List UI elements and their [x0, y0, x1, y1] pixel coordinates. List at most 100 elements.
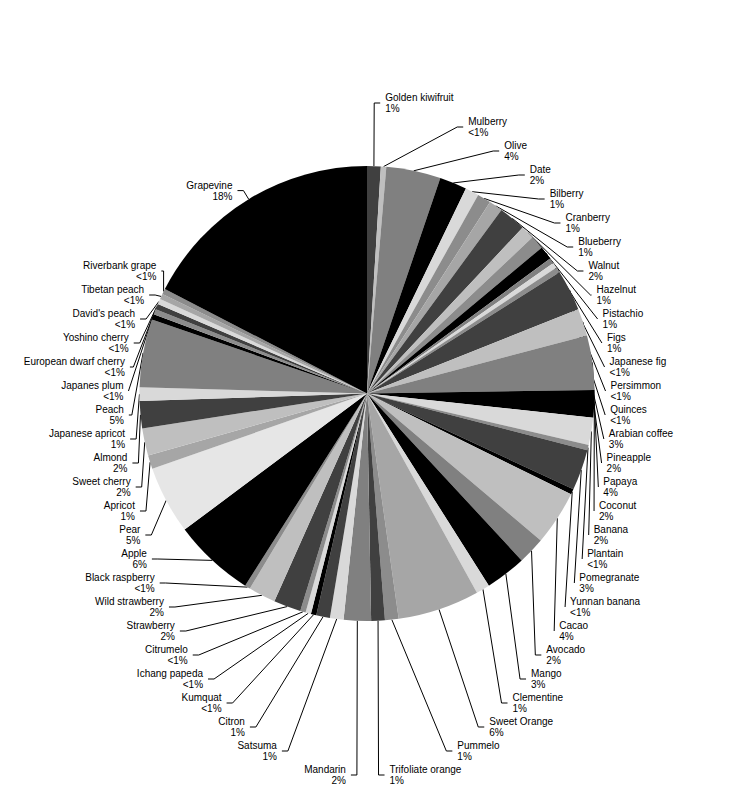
svg-text:1%: 1% — [230, 727, 245, 738]
svg-text:1%: 1% — [513, 703, 528, 714]
svg-text:1%: 1% — [390, 775, 405, 786]
svg-text:Clementine: Clementine — [513, 692, 564, 703]
svg-text:Black raspberry: Black raspberry — [85, 572, 154, 583]
svg-text:<1%: <1% — [108, 343, 128, 354]
svg-text:Arabian coffee: Arabian coffee — [609, 428, 674, 439]
svg-text:Grapevine: Grapevine — [186, 180, 233, 191]
svg-text:Figs: Figs — [607, 332, 626, 343]
svg-text:1%: 1% — [565, 223, 580, 234]
svg-text:1%: 1% — [385, 103, 400, 114]
svg-text:<1%: <1% — [124, 295, 144, 306]
svg-text:<1%: <1% — [136, 271, 156, 282]
svg-text:<1%: <1% — [103, 391, 123, 402]
svg-text:Date: Date — [530, 164, 552, 175]
svg-text:David's peach: David's peach — [73, 308, 136, 319]
svg-text:Japanes plum: Japanes plum — [61, 380, 123, 391]
svg-text:<1%: <1% — [610, 415, 630, 426]
svg-text:Walnut: Walnut — [588, 260, 619, 271]
svg-text:Persimmon: Persimmon — [611, 380, 662, 391]
svg-text:Olive: Olive — [504, 140, 527, 151]
svg-text:1%: 1% — [457, 751, 472, 762]
svg-text:2%: 2% — [594, 535, 609, 546]
svg-text:2%: 2% — [599, 511, 614, 522]
svg-text:Mulberry: Mulberry — [468, 116, 507, 127]
svg-text:Coconut: Coconut — [599, 500, 636, 511]
svg-text:Avocado: Avocado — [546, 644, 585, 655]
svg-text:Bilberry: Bilberry — [550, 188, 584, 199]
svg-text:2%: 2% — [113, 463, 128, 474]
svg-text:2%: 2% — [607, 463, 622, 474]
svg-text:Papaya: Papaya — [603, 476, 637, 487]
svg-text:Pineapple: Pineapple — [607, 452, 652, 463]
svg-text:Sweet cherry: Sweet cherry — [72, 476, 130, 487]
svg-text:1%: 1% — [262, 751, 277, 762]
svg-text:<1%: <1% — [468, 127, 488, 138]
svg-text:1%: 1% — [578, 247, 593, 258]
svg-text:4%: 4% — [504, 151, 519, 162]
svg-text:Satsuma: Satsuma — [237, 740, 277, 751]
svg-text:Pummelo: Pummelo — [457, 740, 500, 751]
svg-text:Banana: Banana — [594, 524, 629, 535]
svg-text:<1%: <1% — [611, 391, 631, 402]
svg-text:Riverbank grape: Riverbank grape — [83, 260, 157, 271]
svg-text:2%: 2% — [588, 271, 603, 282]
svg-text:<1%: <1% — [134, 583, 154, 594]
svg-text:<1%: <1% — [570, 607, 590, 618]
svg-text:2%: 2% — [150, 607, 165, 618]
svg-text:<1%: <1% — [115, 319, 135, 330]
svg-text:Pistachio: Pistachio — [603, 308, 644, 319]
svg-text:Apple: Apple — [121, 548, 147, 559]
svg-text:Kumquat: Kumquat — [182, 692, 222, 703]
svg-text:Strawberry: Strawberry — [127, 620, 175, 631]
svg-text:Yunnan banana: Yunnan banana — [570, 596, 641, 607]
svg-text:Mandarin: Mandarin — [304, 764, 346, 775]
svg-text:3%: 3% — [609, 439, 624, 450]
svg-text:Sweet Orange: Sweet Orange — [489, 716, 553, 727]
svg-text:Almond: Almond — [94, 452, 128, 463]
svg-text:Cacao: Cacao — [559, 620, 588, 631]
svg-text:1%: 1% — [111, 439, 126, 450]
svg-text:1%: 1% — [603, 319, 618, 330]
svg-text:<1%: <1% — [587, 559, 607, 570]
svg-text:Tibetan peach: Tibetan peach — [81, 284, 144, 295]
svg-text:5%: 5% — [109, 415, 124, 426]
svg-text:Cranberry: Cranberry — [565, 212, 609, 223]
svg-text:18%: 18% — [212, 191, 232, 202]
svg-text:3%: 3% — [579, 583, 594, 594]
svg-text:2%: 2% — [546, 655, 561, 666]
svg-text:3%: 3% — [531, 679, 546, 690]
svg-text:1%: 1% — [121, 511, 136, 522]
svg-text:Citron: Citron — [218, 716, 245, 727]
svg-text:Japanese apricot: Japanese apricot — [49, 428, 125, 439]
svg-text:Mango: Mango — [531, 668, 562, 679]
svg-text:Quinces: Quinces — [610, 404, 647, 415]
svg-text:6%: 6% — [132, 559, 147, 570]
svg-text:Plantain: Plantain — [587, 548, 623, 559]
svg-text:2%: 2% — [331, 775, 346, 786]
svg-text:European dwarf cherry: European dwarf cherry — [24, 356, 125, 367]
svg-text:Peach: Peach — [95, 404, 123, 415]
svg-text:2%: 2% — [116, 487, 131, 498]
svg-text:6%: 6% — [489, 727, 504, 738]
svg-text:5%: 5% — [126, 535, 141, 546]
svg-text:4%: 4% — [559, 631, 574, 642]
svg-text:1%: 1% — [597, 295, 612, 306]
svg-text:Pear: Pear — [119, 524, 141, 535]
svg-text:<1%: <1% — [610, 367, 630, 378]
svg-text:Hazelnut: Hazelnut — [597, 284, 637, 295]
svg-text:Golden kiwifruit: Golden kiwifruit — [385, 92, 454, 103]
svg-text:Citrumelo: Citrumelo — [145, 644, 188, 655]
svg-text:<1%: <1% — [201, 703, 221, 714]
svg-text:<1%: <1% — [167, 655, 187, 666]
svg-text:Japanese fig: Japanese fig — [610, 356, 667, 367]
svg-text:<1%: <1% — [105, 367, 125, 378]
svg-text:Ichang papeda: Ichang papeda — [137, 668, 204, 679]
svg-text:2%: 2% — [530, 175, 545, 186]
svg-text:Apricot: Apricot — [104, 500, 135, 511]
svg-text:Blueberry: Blueberry — [578, 236, 621, 247]
svg-text:4%: 4% — [603, 487, 618, 498]
svg-text:1%: 1% — [550, 199, 565, 210]
svg-text:Yoshino cherry: Yoshino cherry — [63, 332, 129, 343]
svg-text:Trifoliate orange: Trifoliate orange — [390, 764, 462, 775]
svg-text:2%: 2% — [160, 631, 175, 642]
